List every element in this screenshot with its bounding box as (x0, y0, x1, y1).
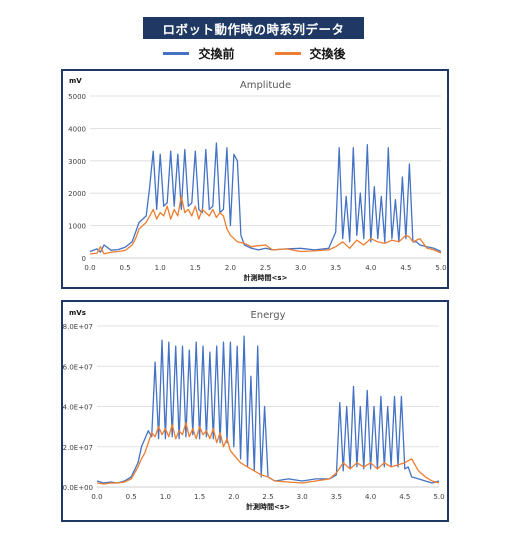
amplitude-x-tick-label: 5.0 (435, 264, 446, 272)
energy-x-tick-label: 1.5 (194, 493, 205, 501)
legend-item-after: 交換後 (274, 45, 346, 62)
amplitude-x-tick-label: 4.0 (365, 264, 376, 272)
energy-y-tick-label: 2.0E+07 (63, 444, 93, 452)
energy-x-axis-label: 計測時間<s> (246, 502, 290, 511)
energy-x-tick-label: 1.0 (160, 493, 171, 501)
legend: 交換前 交換後 (0, 43, 509, 63)
energy-x-tick-label: 4.5 (399, 493, 410, 501)
amplitude-title: Amplitude (240, 80, 291, 91)
amplitude-x-tick-label: 0.5 (120, 264, 131, 272)
amplitude-x-tick-label: 2.0 (225, 264, 236, 272)
amplitude-y-tick-label: 2000 (68, 190, 86, 198)
energy-x-tick-label: 2.5 (262, 493, 273, 501)
energy-y-tick-label: 6.0E+07 (63, 363, 93, 371)
energy-x-tick-label: 3.5 (331, 493, 342, 501)
amplitude-y-tick-label: 3000 (68, 158, 86, 166)
amplitude-series-line-after (89, 195, 442, 255)
amplitude-x-tick-label: 3.0 (295, 264, 306, 272)
energy-x-tick-label: 0.5 (126, 493, 137, 501)
amplitude-y-tick-label: 0 (82, 255, 86, 263)
amplitude-x-tick-label: 0.0 (84, 264, 95, 272)
energy-unit-label: mVs (69, 309, 86, 317)
page-title: ロボット動作時の時系列データ (143, 17, 364, 39)
energy-x-tick-label: 2.0 (228, 493, 239, 501)
energy-y-tick-label: 4.0E+07 (63, 404, 93, 412)
energy-x-tick-label: 0.0 (91, 493, 102, 501)
energy-series-line-before (96, 335, 440, 484)
amplitude-chart: Amplitude mV 0 1000 2000 3000 4000 5000 0.0 0.5 1.… (68, 77, 446, 282)
legend-label-before: 交換前 (198, 46, 235, 61)
amplitude-x-tick-label: 4.5 (400, 264, 411, 272)
amplitude-chart-panel: Amplitude mV 0 1000 2000 3000 4000 5000 0.0 0.5 1.… (61, 69, 449, 289)
energy-y-tick-label: 0.0E+00 (63, 484, 93, 492)
legend-swatch-after (274, 51, 301, 55)
energy-x-tick-label: 3.0 (297, 493, 308, 501)
legend-label-after: 交換後 (309, 46, 346, 61)
legend-item-before: 交換前 (163, 45, 235, 62)
energy-x-tick-label: 4.0 (365, 493, 376, 501)
amplitude-y-tick-label: 4000 (68, 125, 86, 133)
energy-x-tick-label: 5.0 (433, 493, 444, 501)
energy-series-line-after (96, 421, 440, 485)
amplitude-x-tick-label: 1.0 (155, 264, 166, 272)
energy-y-tick-label: 8.0E+07 (63, 323, 93, 331)
amplitude-x-axis-label: 計測時間<s> (244, 273, 288, 282)
amplitude-y-tick-label: 1000 (68, 223, 86, 231)
energy-title: Energy (250, 310, 285, 321)
energy-chart: Energy mVs 0.0E+00 2.0E+07 4.0E+07 6.0E+07 8.0… (63, 309, 445, 511)
amplitude-series-line-before (89, 142, 442, 253)
amplitude-unit-label: mV (69, 77, 82, 85)
amplitude-y-tick-label: 5000 (68, 93, 86, 101)
legend-swatch-before (163, 51, 190, 55)
amplitude-x-tick-label: 2.5 (260, 264, 271, 272)
energy-chart-panel: Energy mVs 0.0E+00 2.0E+07 4.0E+07 6.0E+07 8.0… (61, 300, 449, 522)
amplitude-x-tick-label: 1.5 (190, 264, 201, 272)
amplitude-x-tick-label: 3.5 (330, 264, 341, 272)
